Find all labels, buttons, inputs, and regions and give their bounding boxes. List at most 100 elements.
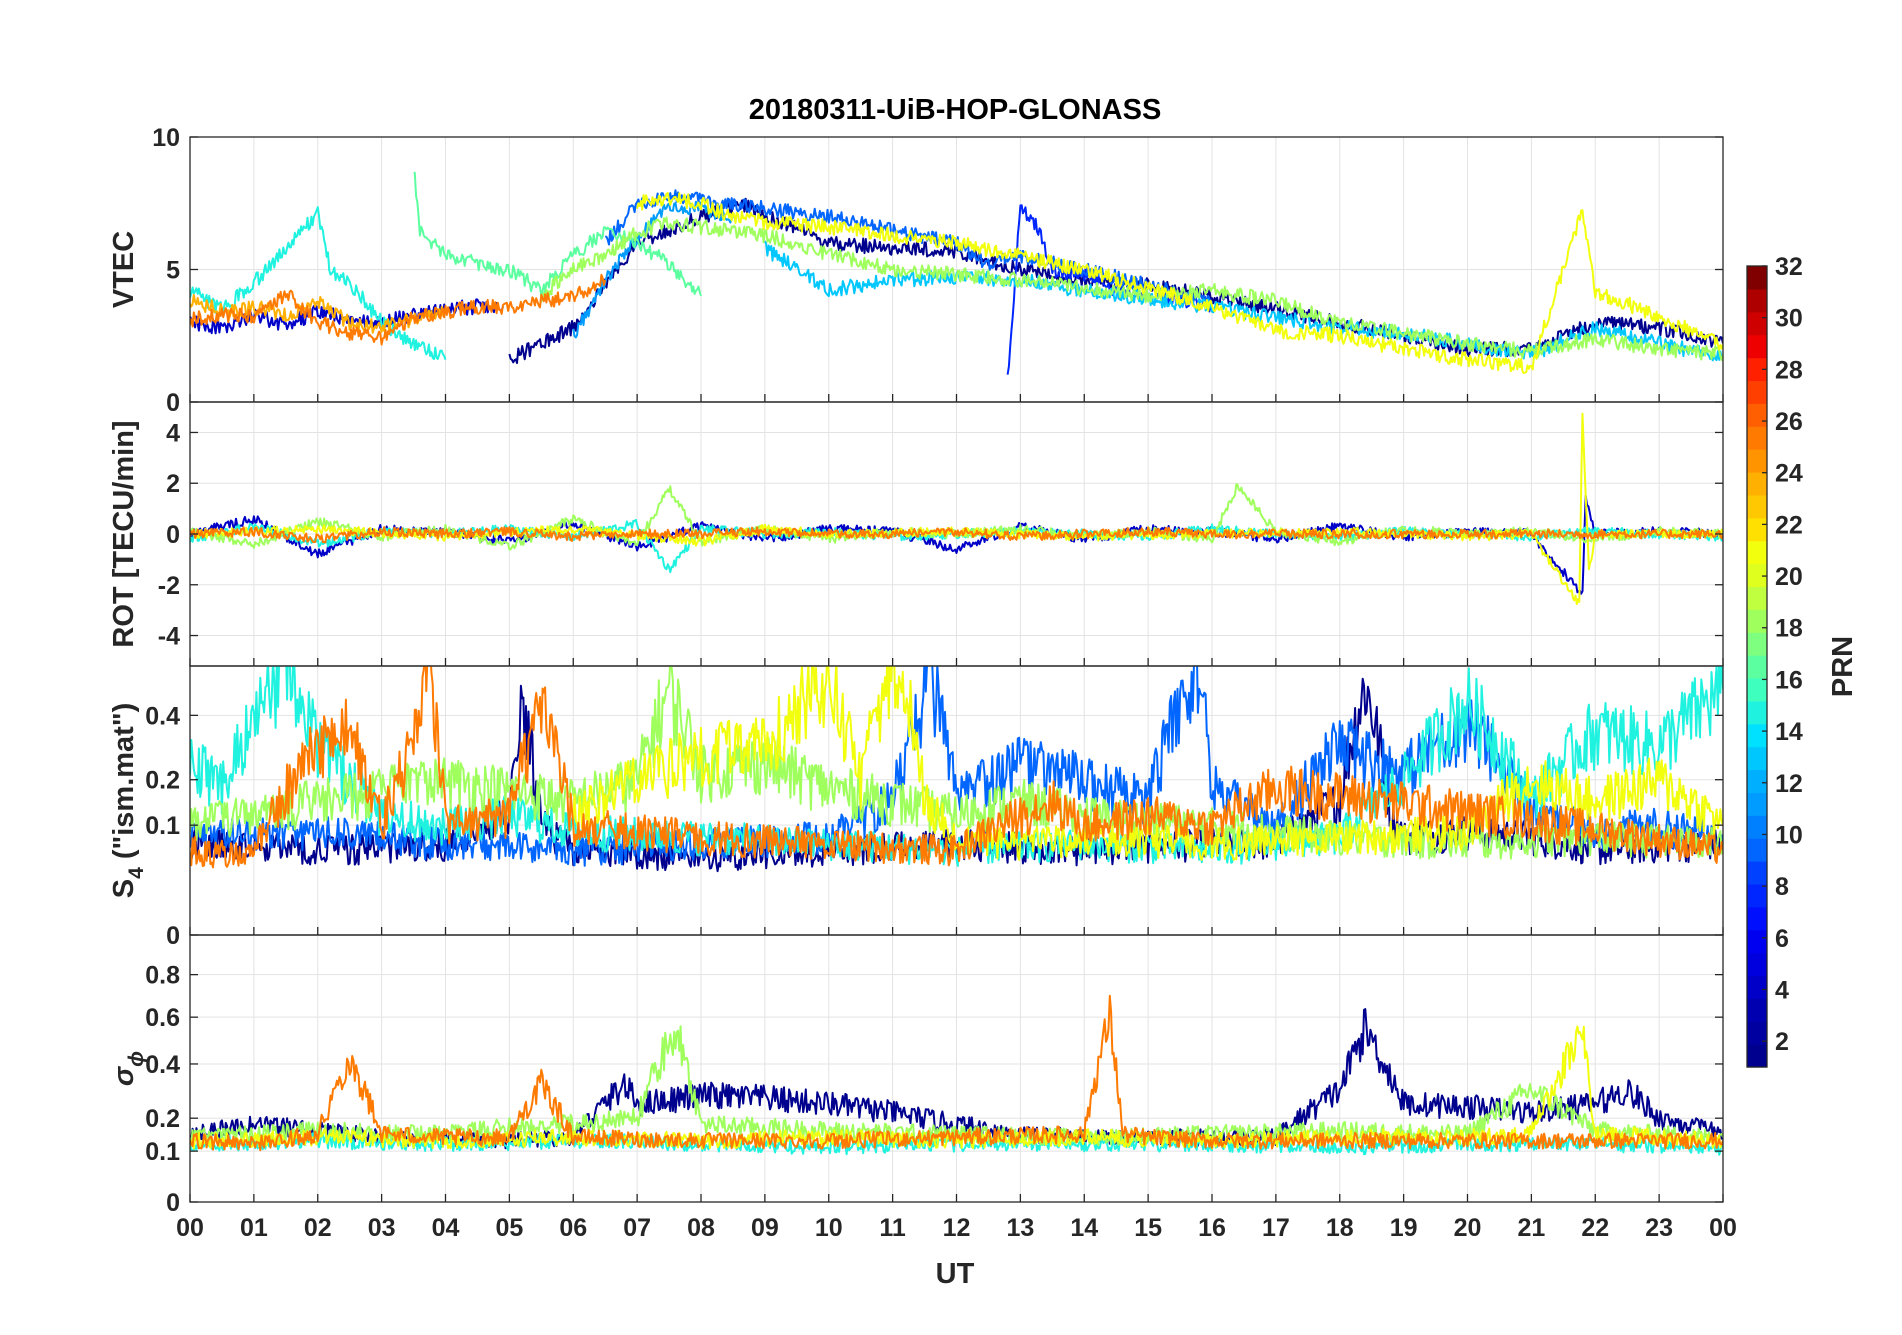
y-tick-label-sigma_phi: 0.2 xyxy=(145,1105,180,1133)
colorbar-segment xyxy=(1747,471,1767,496)
colorbar-tick-label: 32 xyxy=(1775,253,1803,281)
x-axis: 00 01 02 03 04 05 06 07 08 09 10 11 12 13 14 15 16 17 18 19… xyxy=(176,1214,1737,1242)
y-axis-label-main: σ xyxy=(108,1065,140,1086)
x-tick-label: 01 xyxy=(240,1214,268,1242)
x-tick-label: 20 xyxy=(1454,1214,1482,1242)
x-tick-label: 03 xyxy=(368,1214,396,1242)
colorbar-segment xyxy=(1747,861,1767,885)
x-axis-label: UT xyxy=(936,1258,975,1290)
y-tick-label-sigma_phi: 0.8 xyxy=(145,962,180,990)
colorbar-tick-label: 28 xyxy=(1775,356,1803,384)
colorbar-segment xyxy=(1747,334,1767,359)
y-tick-label-vtec: 0 xyxy=(166,389,180,417)
y-tick-label-s4: 0.2 xyxy=(145,767,180,795)
colorbar-segment xyxy=(1747,311,1767,336)
y-tick-label-rot: -4 xyxy=(158,623,180,651)
colorbar-tick-label: 2 xyxy=(1775,1028,1789,1056)
colorbar-segment xyxy=(1747,1021,1767,1045)
series-vtec-prn-20 xyxy=(636,191,1723,374)
colorbar-tick-label: 16 xyxy=(1775,666,1803,694)
series-sigma_phi-prn-20 xyxy=(190,1025,1723,1150)
y-tick-label-rot: 4 xyxy=(166,419,180,447)
x-tick-label: 07 xyxy=(623,1214,651,1242)
series-vtec-prn-10 xyxy=(763,240,1723,362)
colorbar-tick-label: 8 xyxy=(1775,873,1789,901)
x-tick-label: 08 xyxy=(687,1214,715,1242)
series-vtec-prn-8 xyxy=(572,200,734,339)
colorbar-segment xyxy=(1747,609,1767,633)
colorbar-segment xyxy=(1747,815,1767,839)
x-tick-label: 16 xyxy=(1198,1214,1226,1242)
colorbar-segment xyxy=(1747,677,1767,702)
colorbar-tick-label: 6 xyxy=(1775,925,1789,953)
y-axis-label-vtec: VTEC xyxy=(108,231,140,308)
y-axis-label-subscript: ϕ xyxy=(125,1051,148,1067)
colorbar-segment xyxy=(1747,1044,1767,1068)
colorbar-segment xyxy=(1747,380,1767,404)
x-tick-label: 02 xyxy=(304,1214,332,1242)
colorbar-segment xyxy=(1747,494,1767,519)
x-tick-label: 14 xyxy=(1070,1214,1098,1242)
colorbar-segment xyxy=(1747,792,1767,816)
x-tick-label: 04 xyxy=(432,1214,460,1242)
colorbar-segment xyxy=(1747,769,1767,793)
x-tick-label: 15 xyxy=(1134,1214,1162,1242)
colorbar-segment xyxy=(1747,266,1767,290)
traces-s4 xyxy=(190,666,1723,873)
series-s4-prn-12 xyxy=(190,666,1723,867)
y-tick-label-sigma_phi: 0 xyxy=(166,1189,180,1217)
panel-sigma_phi: 0 0.1 0.2 0.4 0.6 0.8 σϕ xyxy=(108,934,1724,1217)
y-axis-label-sigma_phi: σϕ xyxy=(108,1051,148,1086)
series-rot-prn-24 xyxy=(190,526,1723,544)
colorbar-segment xyxy=(1747,586,1767,610)
colorbar-segment xyxy=(1747,357,1767,382)
x-tick-label: 23 xyxy=(1645,1214,1673,1242)
panel-rot: -4 -2 0 2 4 ROT [TECU/min] xyxy=(108,401,1724,667)
colorbar-segment xyxy=(1747,883,1767,908)
colorbar-tick-label: 18 xyxy=(1775,615,1803,643)
colorbar-tick-label: 20 xyxy=(1775,563,1803,591)
colorbar-segment xyxy=(1747,426,1767,450)
x-tick-label: 13 xyxy=(1006,1214,1034,1242)
chart-title: 20180311-UiB-HOP-GLONASS xyxy=(749,94,1162,126)
x-tick-label: 06 xyxy=(559,1214,587,1242)
colorbar-segment xyxy=(1747,975,1767,999)
colorbar-tick-label: 22 xyxy=(1775,511,1803,539)
y-tick-label-rot: 2 xyxy=(166,470,180,498)
x-tick-label: 00 xyxy=(1709,1214,1737,1242)
x-tick-label: 10 xyxy=(815,1214,843,1242)
y-tick-label-sigma_phi: 0.6 xyxy=(145,1004,180,1032)
panel-s4: 0 0.1 0.2 0.4S4 ("ism.mat") xyxy=(108,665,1724,950)
x-tick-label: 17 xyxy=(1262,1214,1290,1242)
y-tick-label-s4: 0.4 xyxy=(145,702,180,730)
colorbar-tick-label: 14 xyxy=(1775,718,1803,746)
colorbar-segment xyxy=(1747,632,1767,656)
y-tick-label-vtec: 10 xyxy=(152,124,180,152)
x-tick-label: 00 xyxy=(176,1214,204,1242)
colorbar-tick-label: 4 xyxy=(1775,976,1789,1004)
colorbar-segment xyxy=(1747,746,1767,771)
traces-vtec xyxy=(190,171,1723,375)
colorbar-tick-label: 12 xyxy=(1775,770,1803,798)
y-tick-label-s4: 0.1 xyxy=(145,812,180,840)
colorbar-segment xyxy=(1747,540,1767,565)
x-tick-label: 11 xyxy=(879,1214,906,1242)
x-tick-label: 09 xyxy=(751,1214,779,1242)
colorbar-segment xyxy=(1747,288,1767,313)
colorbar-tick-label: 26 xyxy=(1775,408,1803,436)
panel-vtec: 0 5 10 VTEC xyxy=(108,124,1724,417)
y-axis-label-rest: ("ism.mat") xyxy=(108,703,140,867)
x-tick-label: 22 xyxy=(1581,1214,1609,1242)
colorbar-segment xyxy=(1747,929,1767,954)
x-tick-label: 18 xyxy=(1326,1214,1354,1242)
colorbar-segment xyxy=(1747,723,1767,748)
y-axis-label-s4: S4 ("ism.mat") xyxy=(108,703,148,899)
colorbar-label: PRN xyxy=(1827,636,1859,697)
y-tick-label-s4: 0 xyxy=(166,922,180,950)
x-tick-label: 19 xyxy=(1390,1214,1418,1242)
series-s4-prn-24 xyxy=(190,666,1723,869)
series-s4-prn-20 xyxy=(572,666,1723,861)
